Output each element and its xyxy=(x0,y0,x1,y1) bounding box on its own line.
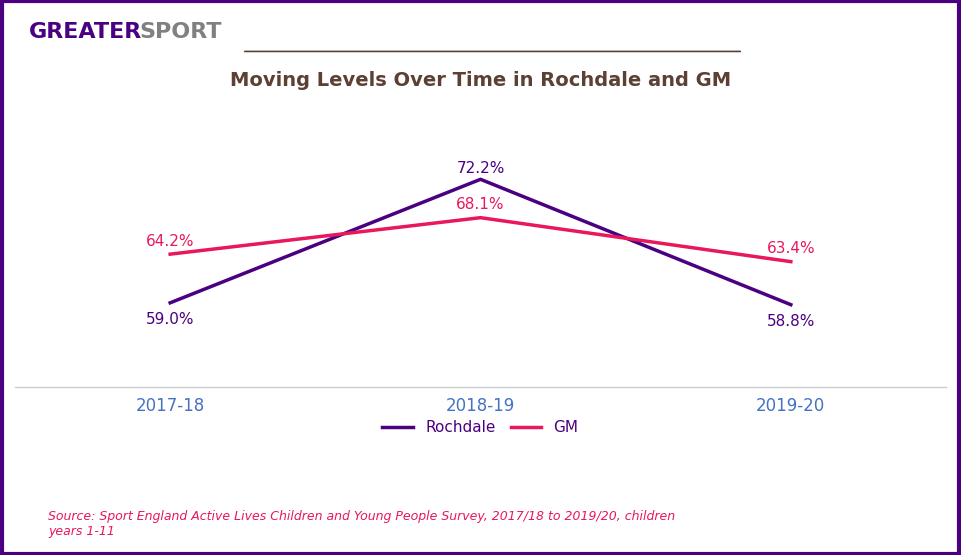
Text: 64.2%: 64.2% xyxy=(146,234,194,249)
Legend: Rochdale, GM: Rochdale, GM xyxy=(377,414,584,441)
Text: 68.1%: 68.1% xyxy=(456,197,505,212)
Text: 59.0%: 59.0% xyxy=(146,312,194,327)
Text: Source: Sport England Active Lives Children and Young People Survey, 2017/18 to : Source: Sport England Active Lives Child… xyxy=(48,511,676,538)
Text: 63.4%: 63.4% xyxy=(767,241,815,256)
Text: SPORT: SPORT xyxy=(139,22,222,42)
Text: GREATER: GREATER xyxy=(29,22,142,42)
Text: 72.2%: 72.2% xyxy=(456,160,505,175)
Text: 58.8%: 58.8% xyxy=(767,314,815,329)
Title: Moving Levels Over Time in Rochdale and GM: Moving Levels Over Time in Rochdale and … xyxy=(230,70,731,89)
